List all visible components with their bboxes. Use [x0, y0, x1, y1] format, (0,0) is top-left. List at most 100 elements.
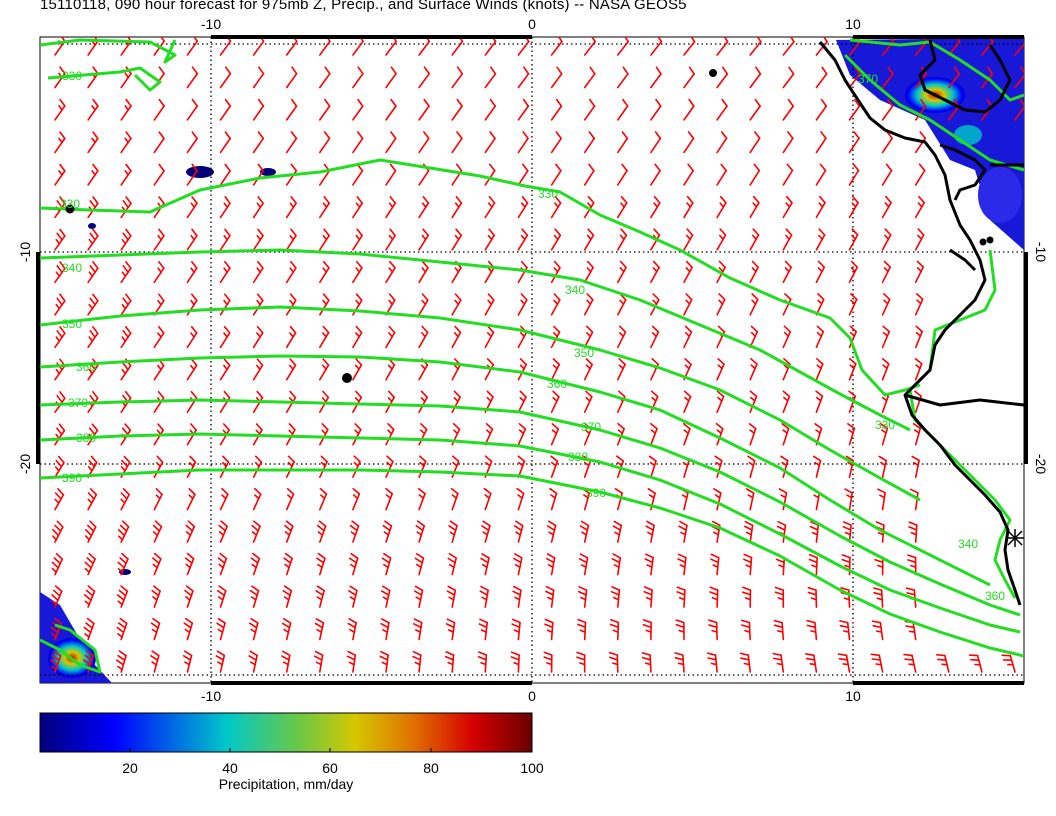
- wind-barb-feather: [915, 364, 921, 370]
- wind-barb-feather: [118, 535, 124, 541]
- wind-barb-feather: [813, 494, 820, 499]
- wind-barb-feather: [579, 553, 589, 559]
- wind-barb-shaft: [153, 332, 165, 349]
- wind-barb-feather: [449, 520, 458, 527]
- contour-north-box: [47, 66, 162, 92]
- wind-barb-shaft: [54, 364, 66, 381]
- wind-barb-feather: [418, 494, 425, 499]
- wind-barb-shaft: [517, 428, 527, 446]
- wind-barb-shaft: [252, 72, 265, 89]
- wind-barb-shaft: [186, 332, 198, 349]
- wind-barb-shaft: [517, 557, 523, 576]
- wind-barb-shaft: [153, 235, 165, 251]
- wind-barb-shaft: [976, 654, 983, 673]
- wind-barb-feather: [56, 427, 63, 436]
- wind-barb-feather: [420, 390, 428, 399]
- wind-barb-feather: [193, 37, 199, 43]
- wind-barb-feather: [249, 650, 258, 657]
- colorbar-gradient: [39, 712, 533, 753]
- wind-barb-feather: [250, 628, 257, 634]
- wind-barb-feather: [222, 455, 230, 463]
- wind-barb-feather: [224, 228, 231, 237]
- wind-barb-feather: [317, 531, 324, 536]
- wind-barb-feather: [190, 423, 197, 431]
- wind-barb-feather: [118, 650, 127, 657]
- wind-barb-feather: [842, 663, 850, 666]
- wind-barb-feather: [850, 260, 859, 269]
- wind-barb-feather: [256, 234, 262, 241]
- wind-barb-feather: [478, 651, 488, 656]
- wind-barb-shaft: [848, 234, 859, 251]
- wind-barb-shaft: [54, 493, 65, 511]
- wind-barb-shaft: [318, 234, 330, 251]
- wind-barb-feather: [578, 557, 588, 564]
- wind-barb-feather: [50, 626, 59, 634]
- wind-barb-feather: [783, 357, 791, 365]
- wind-barb-feather: [355, 358, 363, 366]
- wind-barb-feather: [224, 98, 232, 107]
- wind-barb-feather: [380, 622, 389, 629]
- wind-barb-feather: [450, 487, 459, 495]
- wind-barb-feather: [322, 299, 328, 306]
- wind-barb-feather: [907, 559, 917, 564]
- wind-barb-feather: [678, 629, 685, 633]
- wind-barb-feather: [289, 267, 295, 273]
- wind-barb-feather: [85, 589, 94, 597]
- wind-barb-feather: [743, 662, 751, 666]
- wind-barb-shaft: [54, 105, 66, 121]
- wind-barb-feather: [853, 131, 860, 140]
- wind-barb-feather: [257, 66, 265, 75]
- wind-barb-shaft: [716, 395, 725, 414]
- wind-barb-feather: [522, 98, 530, 107]
- wind-barb-feather: [785, 195, 793, 204]
- wind-barb-shaft: [451, 202, 463, 219]
- wind-barb-feather: [217, 628, 224, 634]
- wind-barb-feather: [153, 552, 162, 560]
- wind-barb-feather: [1019, 98, 1024, 107]
- wind-barb-feather: [750, 357, 758, 365]
- wind-barb-feather: [777, 597, 785, 601]
- wind-barb-feather: [883, 293, 891, 301]
- wind-barb-shaft: [484, 621, 489, 641]
- wind-barb-feather: [518, 429, 525, 435]
- wind-barb-shaft: [650, 460, 657, 479]
- wind-barb-feather: [55, 368, 61, 375]
- wind-barb-feather: [419, 461, 425, 467]
- wind-barb-feather: [355, 390, 363, 399]
- wind-barb-feather: [579, 525, 589, 532]
- wind-barb-feather: [842, 525, 852, 531]
- wind-barb-shaft: [878, 654, 884, 673]
- wind-barb-feather: [84, 567, 90, 573]
- wind-barb-shaft: [848, 524, 852, 543]
- wind-barb-feather: [718, 293, 726, 301]
- wind-barb-shaft: [451, 105, 463, 121]
- wind-barb-feather: [588, 131, 596, 140]
- wind-barb-shaft: [550, 137, 562, 154]
- lon-tick-label-bottom: 0: [528, 688, 536, 704]
- wind-barb-feather: [283, 628, 290, 634]
- wind-barb-feather: [385, 487, 394, 495]
- wind-barb-feather: [290, 196, 297, 204]
- wind-barb-feather: [454, 299, 460, 306]
- wind-barb-feather: [185, 563, 191, 569]
- wind-barb-feather: [421, 332, 427, 338]
- lon-tick-label-top: 10: [845, 16, 861, 32]
- wind-barb-feather: [586, 260, 594, 269]
- wind-barb-feather: [157, 299, 162, 306]
- wind-barb-shaft: [616, 169, 628, 186]
- wind-barb-feather: [354, 364, 360, 370]
- wind-barb-feather: [388, 299, 394, 306]
- wind-barb-feather: [414, 629, 422, 633]
- wind-barb-shaft: [845, 654, 851, 673]
- wind-barb-feather: [675, 619, 685, 624]
- wind-barb-shaft: [583, 556, 589, 576]
- wind-barb-feather: [848, 357, 857, 365]
- wind-barb-shaft: [550, 492, 558, 511]
- wind-barb-feather: [382, 524, 391, 532]
- wind-barb-feather: [543, 656, 553, 661]
- wind-barb-feather: [819, 163, 827, 172]
- wind-barb-feather: [59, 228, 66, 237]
- wind-barb-shaft: [484, 492, 492, 511]
- wind-barb-shaft: [219, 654, 226, 673]
- wind-barb-feather: [553, 267, 559, 273]
